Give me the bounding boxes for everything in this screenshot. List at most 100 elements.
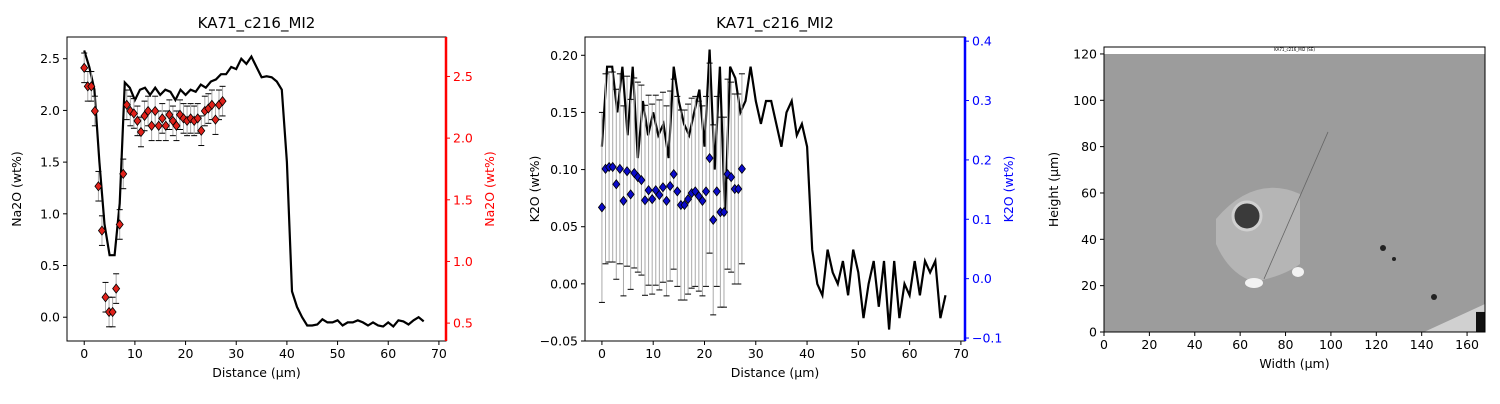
x-axis-label: Distance (µm) — [212, 365, 301, 380]
data-point — [702, 186, 711, 197]
y2-tick-label: 1.5 — [453, 192, 473, 207]
x-tick-label: 50 — [330, 346, 346, 361]
x-tick-label: 80 — [1278, 337, 1294, 352]
y-tick-label: −0.05 — [540, 334, 578, 349]
y2-tick-label: 0.0 — [972, 271, 992, 286]
sem-image — [1104, 54, 1485, 332]
chart-title: KA71_c216_MI2 — [198, 14, 316, 33]
y2-tick-label: 1.0 — [453, 254, 473, 269]
data-point — [655, 189, 664, 201]
x-tick-label: 60 — [1232, 337, 1248, 352]
dark-edge — [1476, 311, 1485, 332]
y-tick-label: 0.20 — [550, 48, 578, 63]
y2-tick-label: 0.1 — [972, 212, 992, 227]
data-point — [136, 126, 145, 138]
data-point — [197, 125, 206, 136]
data-point — [648, 193, 657, 205]
x-tick-label: 30 — [228, 346, 244, 361]
y2-tick-label: 0.2 — [972, 152, 992, 167]
data-point — [734, 183, 743, 195]
y-tick-label: 0.15 — [550, 105, 578, 120]
data-point — [680, 199, 689, 211]
y-tick-label: 0.00 — [550, 276, 578, 291]
data-point — [737, 163, 746, 174]
x-axis-label: Distance (µm) — [731, 365, 820, 380]
x-tick-label: 100 — [1319, 337, 1343, 352]
data-point — [154, 120, 163, 131]
y-tick-label: 20 — [1081, 278, 1097, 293]
x-tick-label: 40 — [279, 346, 295, 361]
data-point — [644, 185, 653, 196]
x-tick-label: 70 — [953, 346, 969, 361]
data-point — [94, 181, 103, 192]
y2-axis-label: Na2O (wt%) — [482, 151, 497, 227]
chart-title: KA71_c216_MI2 — [716, 14, 834, 33]
data-point — [597, 202, 606, 213]
y2-tick-label: 0.4 — [972, 34, 992, 49]
data-point — [218, 95, 227, 107]
y-tick-label: 1.0 — [40, 206, 60, 221]
x-tick-label: 60 — [380, 346, 396, 361]
data-point — [623, 166, 632, 177]
data-point — [619, 195, 628, 207]
data-point — [673, 186, 682, 197]
data-point — [712, 186, 721, 197]
y-tick-label: 2.5 — [40, 51, 60, 66]
profile-trace — [1263, 131, 1329, 280]
data-point — [640, 195, 650, 206]
data-point — [115, 219, 124, 230]
image-annotation: KA71_c216_MI2 (SE) — [1274, 47, 1315, 52]
y-tick-label: 0.10 — [550, 162, 578, 177]
data-point — [144, 105, 153, 117]
x-tick-label: 120 — [1364, 337, 1388, 352]
data-point — [133, 115, 142, 127]
y2-tick-label: −0.1 — [972, 331, 1002, 346]
y-tick-label: 60 — [1081, 185, 1097, 200]
x-tick-label: 20 — [1141, 337, 1157, 352]
y-tick-label: 2.0 — [40, 103, 60, 118]
axes-frame — [1103, 46, 1486, 333]
data-point — [709, 214, 718, 226]
x-tick-label: 10 — [127, 346, 143, 361]
x-tick-label: 0 — [80, 346, 88, 361]
x-tick-label: 140 — [1410, 337, 1434, 352]
data-point — [705, 152, 714, 164]
y2-tick-label: 2.5 — [453, 69, 473, 84]
data-point — [608, 161, 617, 173]
x-tick-label: 20 — [178, 346, 194, 361]
data-point — [719, 207, 728, 218]
y-tick-label: 0 — [1089, 325, 1097, 340]
y-tick-label: 0.0 — [40, 310, 60, 325]
y2-tick-label: 0.5 — [453, 316, 473, 331]
data-point — [727, 171, 736, 183]
y-tick-label: 0.05 — [550, 219, 578, 234]
bubble — [1231, 200, 1263, 232]
x-tick-label: 50 — [850, 346, 866, 361]
x-tick-label: 30 — [748, 346, 764, 361]
x-tick-label: 0 — [1100, 337, 1108, 352]
data-point — [684, 193, 693, 205]
y2-tick-label: 0.3 — [972, 93, 992, 108]
data-point — [97, 225, 106, 236]
data-point — [108, 306, 117, 318]
data-point — [669, 169, 678, 180]
data-point — [80, 62, 89, 73]
x-tick-label: 40 — [1187, 337, 1203, 352]
data-point — [637, 174, 646, 186]
data-point — [112, 283, 121, 294]
data-point — [161, 120, 170, 131]
x-axis-label: Width (µm) — [1259, 356, 1329, 371]
data-point — [186, 113, 195, 124]
y-axis-label: Height (µm) — [1046, 152, 1061, 227]
y-tick-label: 80 — [1081, 139, 1097, 154]
data-point — [698, 195, 707, 207]
data-point — [626, 189, 635, 200]
y-tick-label: 1.5 — [40, 155, 60, 170]
y-tick-label: 120 — [1073, 46, 1097, 61]
data-point — [658, 182, 667, 193]
data-point — [158, 113, 167, 124]
data-point — [211, 114, 220, 125]
bright-phase — [1292, 266, 1304, 277]
x-tick-label: 0 — [598, 346, 606, 361]
